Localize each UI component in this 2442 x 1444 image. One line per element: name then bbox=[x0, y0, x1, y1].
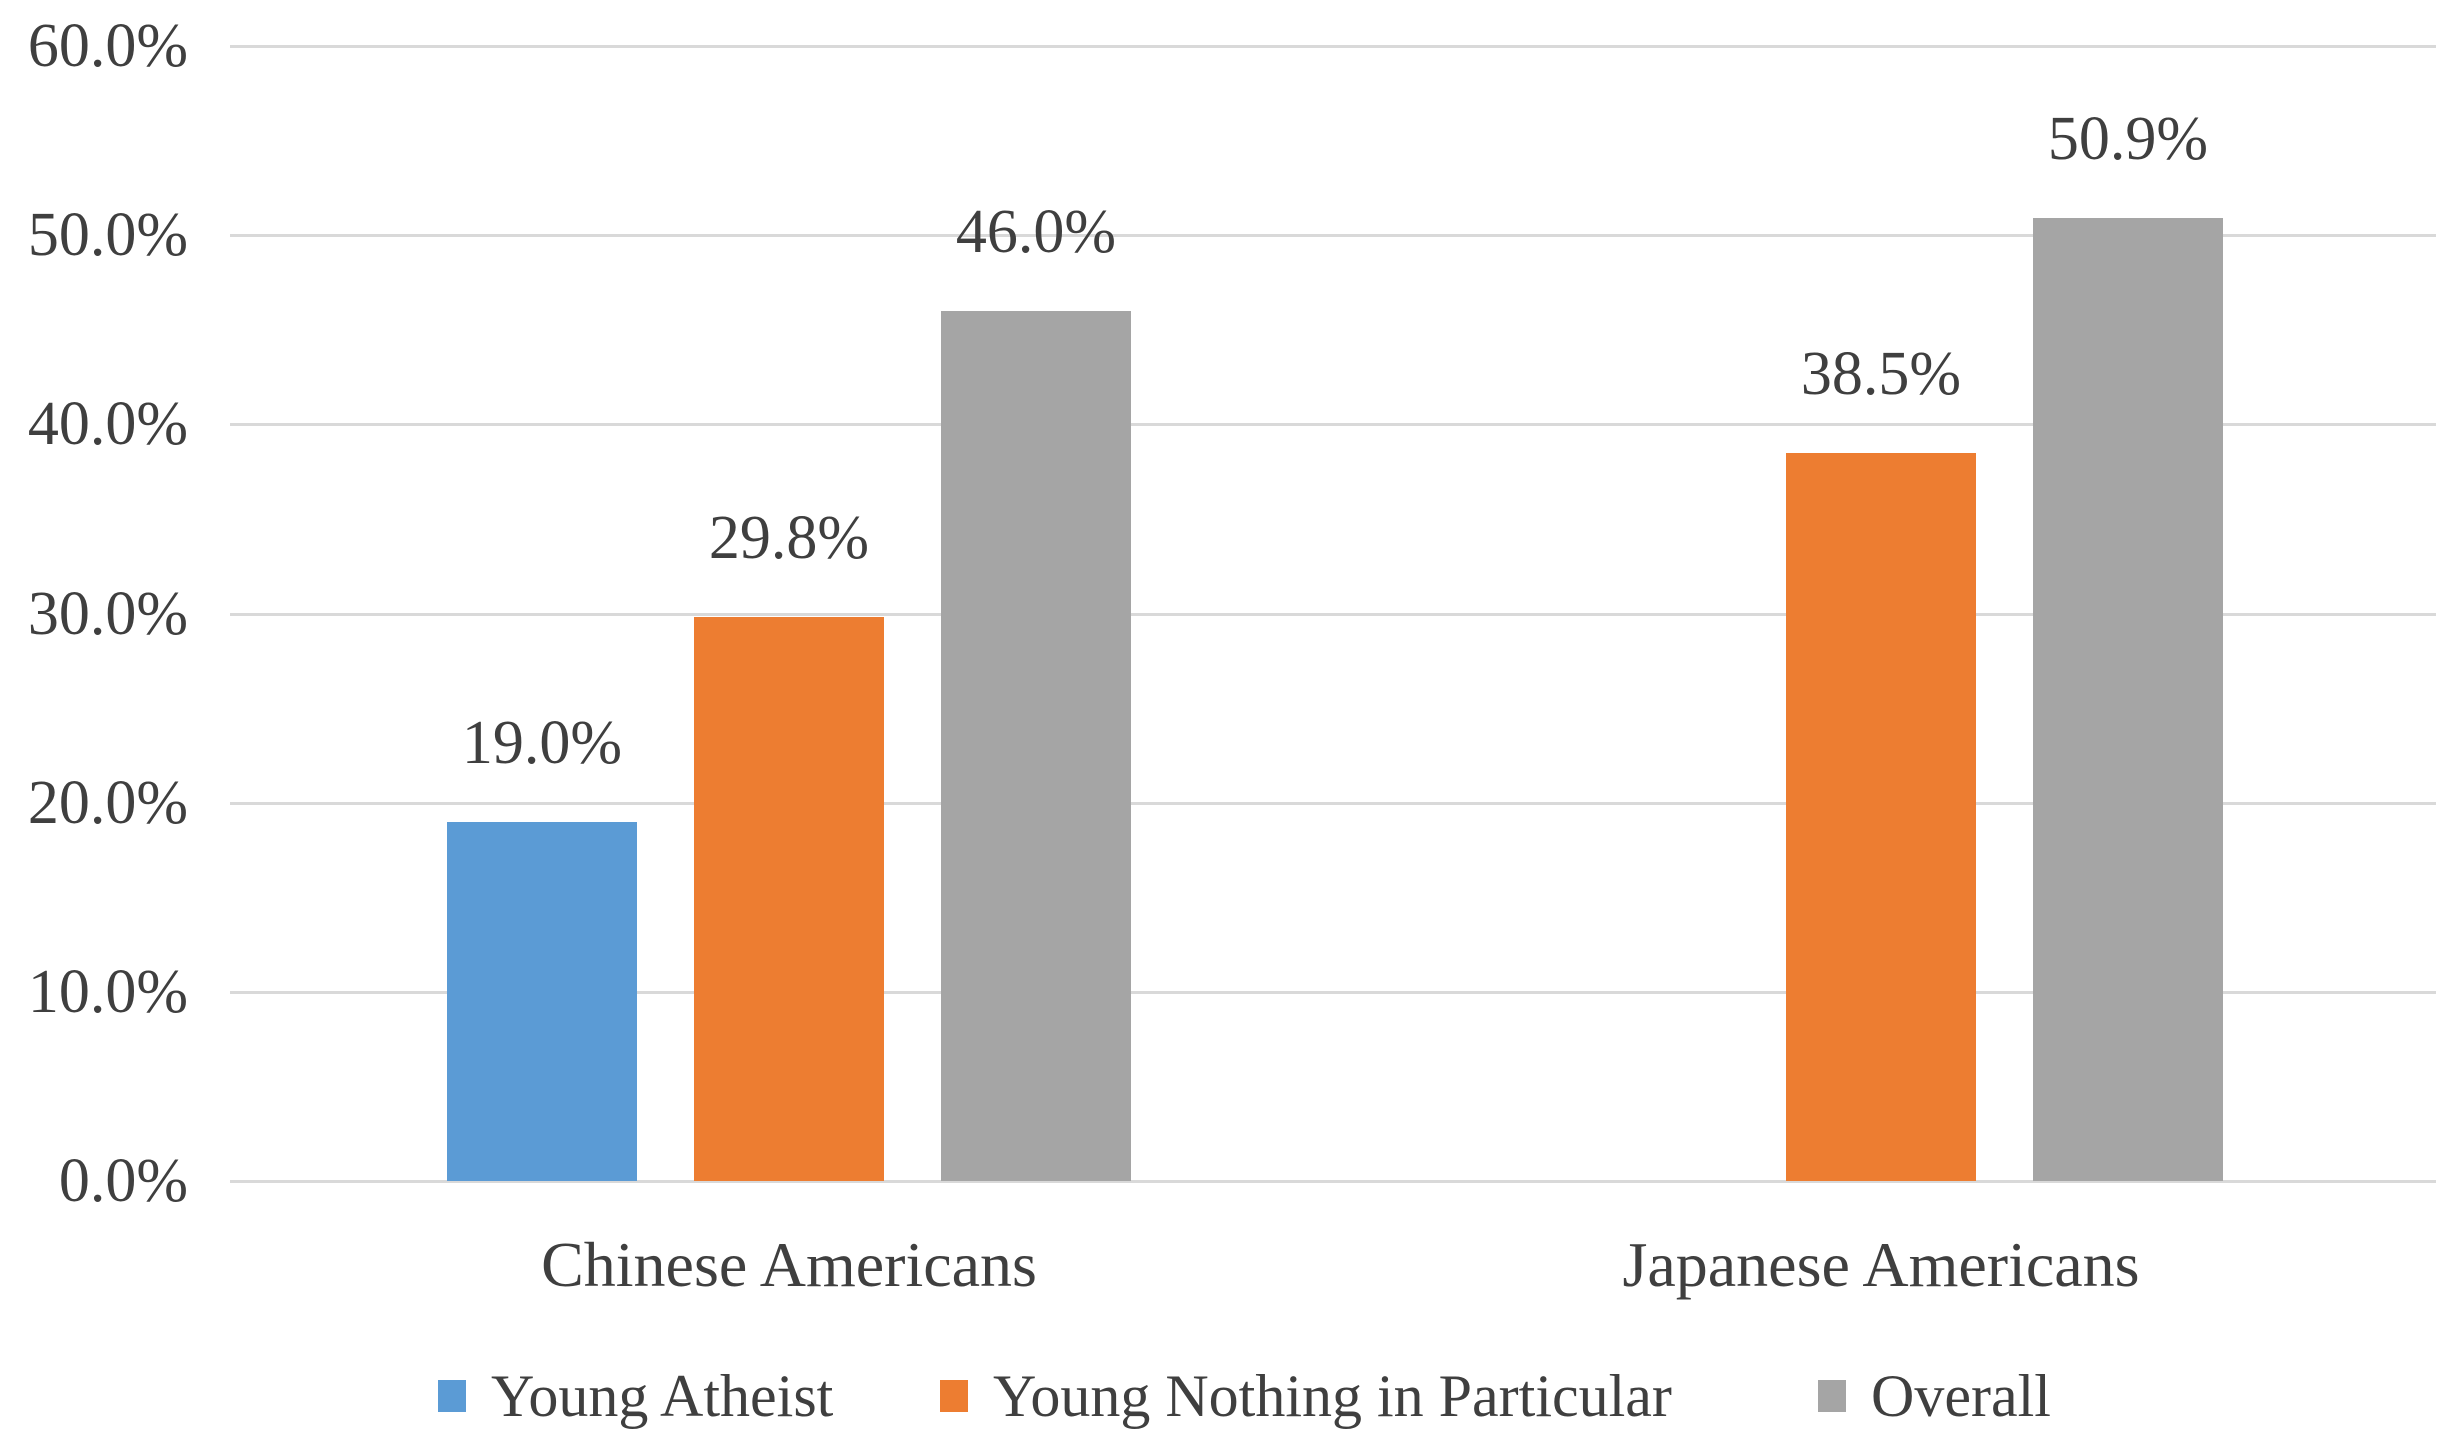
legend-item-young-nothing-in-particular: Young Nothing in Particular bbox=[940, 1358, 1672, 1434]
legend: Young Atheist Young Nothing in Particula… bbox=[0, 1358, 2442, 1434]
y-axis-tick-label: 60.0% bbox=[27, 12, 188, 80]
bar bbox=[1786, 453, 1976, 1181]
bar bbox=[2033, 218, 2223, 1181]
x-category-label: Japanese Americans bbox=[1622, 1229, 2140, 1300]
legend-label-overall: Overall bbox=[1871, 1363, 2051, 1429]
legend-item-young-atheist: Young Atheist bbox=[438, 1358, 833, 1434]
bar bbox=[447, 822, 637, 1181]
y-axis-tick-label: 50.0% bbox=[27, 201, 188, 270]
y-axis-tick-label: 0.0% bbox=[58, 1147, 188, 1215]
y-axis-tick-label: 10.0% bbox=[27, 957, 188, 1026]
legend-swatch-young-atheist bbox=[438, 1380, 466, 1412]
y-axis-tick-label: 40.0% bbox=[27, 390, 188, 459]
x-category-label: Chinese Americans bbox=[541, 1229, 1037, 1300]
gridline bbox=[230, 612, 2436, 616]
y-axis-tick-label: 20.0% bbox=[27, 768, 188, 837]
plot-area: 19.0% 29.8% 46.0% 38.5% 50.9% bbox=[230, 45, 2436, 1183]
bar bbox=[694, 617, 884, 1181]
bar-data-label: 46.0% bbox=[955, 198, 1117, 266]
gridline bbox=[230, 45, 2436, 48]
bar-data-label: 19.0% bbox=[461, 709, 623, 777]
bar-data-label: 50.9% bbox=[2047, 105, 2209, 173]
legend-item-overall: Overall bbox=[1818, 1358, 2051, 1434]
gridline bbox=[230, 990, 2436, 994]
legend-label-young-atheist: Young Atheist bbox=[491, 1363, 834, 1429]
y-axis-tick-label: 30.0% bbox=[27, 579, 188, 648]
bar-data-label: 29.8% bbox=[708, 504, 870, 572]
gridline bbox=[230, 1180, 2436, 1183]
gridline bbox=[230, 801, 2436, 805]
gridline bbox=[230, 423, 2436, 427]
bar-data-label: 38.5% bbox=[1800, 340, 1962, 408]
legend-swatch-young-nothing-in-particular bbox=[940, 1380, 968, 1412]
bar bbox=[941, 311, 1131, 1181]
gridline bbox=[230, 234, 2436, 238]
legend-label-young-nothing-in-particular: Young Nothing in Particular bbox=[993, 1363, 1672, 1429]
legend-swatch-overall bbox=[1818, 1380, 1846, 1412]
